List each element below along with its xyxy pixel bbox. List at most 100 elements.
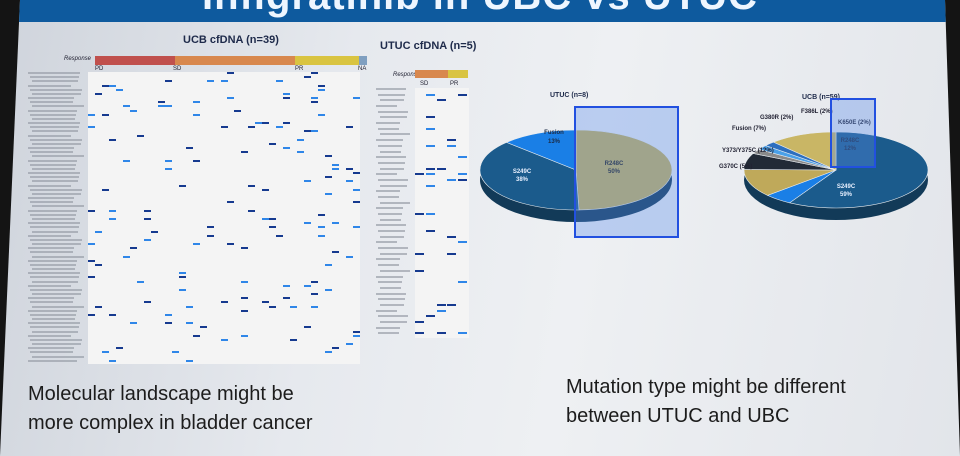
gene-row-label xyxy=(30,201,73,204)
heatmap-cell xyxy=(262,122,270,125)
gene-row-label xyxy=(376,224,406,227)
ucb-group-sd: SD xyxy=(173,66,182,72)
gene-row-label xyxy=(32,280,78,283)
heatmap-cell xyxy=(248,126,256,129)
heatmap-cell xyxy=(108,84,116,87)
gene-row-label xyxy=(378,144,402,147)
heatmap-cell xyxy=(415,332,424,335)
heatmap-cell xyxy=(227,243,235,246)
heatmap-cell xyxy=(255,122,263,125)
heatmap-cell xyxy=(192,159,200,162)
heatmap-cell xyxy=(143,238,151,241)
heatmap-cell xyxy=(241,151,249,154)
heatmap-cell xyxy=(108,209,116,212)
utuc-group-pr: PR xyxy=(450,81,459,87)
heatmap-cell xyxy=(122,159,130,162)
gene-row-label xyxy=(376,190,400,193)
heatmap-cell xyxy=(94,92,102,95)
ucb-label-g380r: G380R (2%) xyxy=(760,115,794,121)
heatmap-cell xyxy=(311,280,319,283)
gene-row-label xyxy=(28,284,71,287)
utuc-sd-segment xyxy=(415,70,448,78)
heatmap-cell xyxy=(150,230,158,233)
heatmap-cell xyxy=(425,167,435,170)
utuc-slice-s249c xyxy=(479,142,580,211)
ucb-pd-segment xyxy=(95,56,175,65)
gene-row-label xyxy=(30,188,82,191)
heatmap-cell xyxy=(458,332,468,335)
gene-row-label xyxy=(380,320,407,323)
ucb-sd-segment xyxy=(175,56,295,65)
heatmap-cell xyxy=(425,127,435,130)
heatmap-cell xyxy=(458,156,468,159)
gene-row-label xyxy=(380,99,404,102)
gene-row-label xyxy=(28,334,71,337)
heatmap-cell xyxy=(436,309,446,312)
heatmap-cell xyxy=(304,76,312,79)
utuc-pct-r248c: 50% xyxy=(608,169,621,175)
heatmap-cell xyxy=(311,305,319,308)
heatmap-cell xyxy=(129,322,137,325)
right-caption: Mutation type might be different between… xyxy=(566,373,846,431)
ucb-group-pd: PD xyxy=(95,66,104,72)
gene-row-label xyxy=(378,93,405,96)
heatmap-cell xyxy=(206,234,214,237)
gene-row-label xyxy=(378,298,405,301)
heatmap-cell xyxy=(192,101,200,104)
heatmap-cell xyxy=(415,173,424,176)
gene-row-label xyxy=(376,309,397,312)
heatmap-cell xyxy=(311,97,319,100)
heatmap-cell xyxy=(88,259,95,262)
gene-row-label xyxy=(28,297,74,300)
heatmap-cell xyxy=(185,305,193,308)
heatmap-cell xyxy=(458,281,468,284)
gene-row-label xyxy=(28,222,80,225)
heatmap-cell xyxy=(157,101,165,104)
heatmap-cell xyxy=(269,218,277,220)
gene-row-label xyxy=(380,218,401,221)
gene-row-label xyxy=(28,159,77,162)
heatmap-cell xyxy=(220,126,228,129)
gene-row-label xyxy=(30,213,76,216)
ucb-response-bar xyxy=(95,56,367,65)
heatmap-cell xyxy=(436,99,446,102)
heatmap-cell xyxy=(304,284,312,287)
heatmap-cell xyxy=(129,247,137,250)
heatmap-cell xyxy=(136,134,144,137)
gene-row-label xyxy=(28,72,80,74)
heatmap-cell xyxy=(447,252,457,255)
heatmap-cell xyxy=(353,201,361,204)
gene-row-label xyxy=(30,326,79,329)
heatmap-cell xyxy=(311,130,319,133)
heatmap-cell xyxy=(425,230,435,233)
heatmap-cell xyxy=(164,167,172,170)
gene-row-label xyxy=(380,303,404,306)
gene-row-label xyxy=(32,355,84,358)
gene-row-label xyxy=(376,139,403,142)
gene-row-label xyxy=(380,184,407,187)
heatmap-cell xyxy=(269,226,277,229)
heatmap-cell xyxy=(220,80,228,83)
heatmap-cell xyxy=(290,338,298,341)
gene-row-label xyxy=(32,167,75,170)
heatmap-cell xyxy=(157,105,165,108)
gene-row-label xyxy=(380,201,410,204)
gene-row-label xyxy=(32,92,81,95)
heatmap-cell xyxy=(178,276,186,279)
heatmap-cell xyxy=(415,320,424,323)
ucb-pie-title: UCB (n=59) xyxy=(802,94,840,101)
heatmap-cell xyxy=(425,93,435,96)
heatmap-cell xyxy=(108,359,116,362)
heatmap-cell xyxy=(332,167,340,170)
gene-row-label xyxy=(30,113,76,116)
heatmap-cell xyxy=(325,155,333,158)
heatmap-cell xyxy=(415,252,424,255)
heatmap-cell xyxy=(101,84,109,87)
gene-row-label xyxy=(376,122,400,125)
heatmap-cell xyxy=(346,126,354,129)
heatmap-cell xyxy=(325,263,333,266)
heatmap-cell xyxy=(425,173,435,176)
gene-row-label xyxy=(30,126,79,129)
heatmap-cell xyxy=(283,297,291,300)
